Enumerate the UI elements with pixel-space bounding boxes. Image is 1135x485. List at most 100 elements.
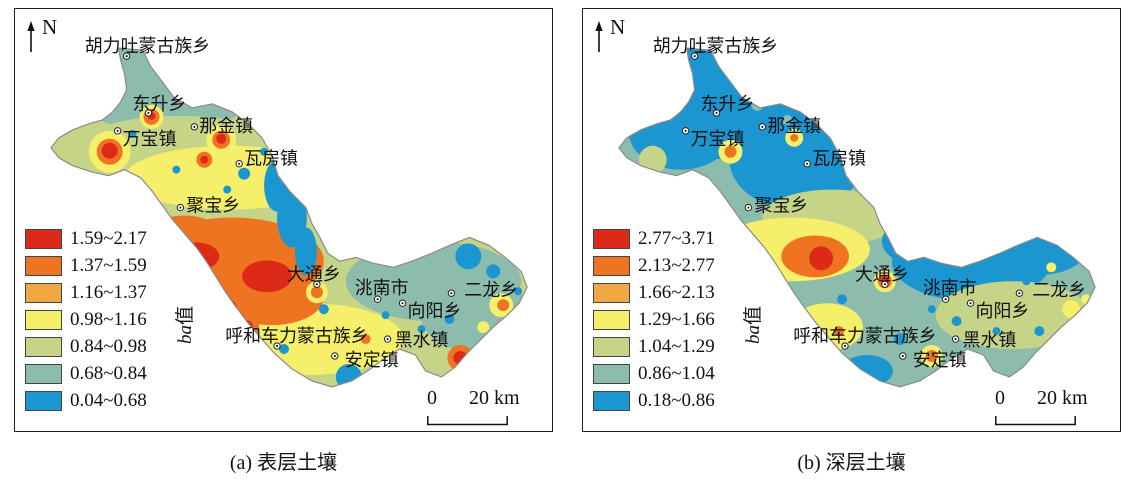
legend-row: 1.16~1.37 — [25, 283, 147, 303]
town-marker-dot — [315, 283, 318, 286]
legend-row: 1.66~2.13 — [593, 283, 715, 303]
legend-range-label: 0.04~0.68 — [70, 390, 147, 411]
legend-range-label: 1.59~2.17 — [70, 228, 147, 249]
town-label: 胡力吐蒙古族乡 — [653, 36, 778, 56]
legend-swatch — [25, 229, 62, 249]
map-panel-surface-soil: 胡力吐蒙古族乡 东升乡 万宝镇 那金镇 瓦房镇 聚宝乡 大通乡 洮南市 二龙乡 向阳乡 呼和车力蒙古… — [14, 8, 553, 432]
town-label: 东升乡 — [701, 94, 755, 114]
town-label: 瓦房镇 — [812, 149, 866, 169]
legend-swatch — [25, 391, 62, 411]
town-label: 黑水镇 — [395, 330, 449, 350]
scalebar-bracket — [995, 416, 1076, 426]
town-label: 那金镇 — [199, 116, 253, 136]
legend-row: 2.77~3.71 — [593, 229, 715, 249]
town-marker-dot — [1018, 292, 1021, 295]
town-label: 安定镇 — [913, 350, 967, 370]
legend-range-label: 1.16~1.37 — [70, 282, 147, 303]
legend-range-label: 1.29~1.66 — [638, 309, 715, 330]
legend-swatch — [593, 337, 630, 357]
town-marker-dot — [238, 162, 241, 165]
town-label: 胡力吐蒙古族乡 — [85, 36, 210, 56]
town-marker-dot — [116, 129, 119, 132]
legend-row: 1.29~1.66 — [593, 310, 715, 330]
town-marker-dot — [843, 344, 847, 348]
town-marker-dot — [333, 354, 336, 358]
legend-range-label: 0.18~0.86 — [638, 390, 715, 411]
legend-swatch — [25, 283, 62, 303]
town-label: 安定镇 — [345, 350, 399, 370]
axis-label-a: ba值 — [170, 291, 196, 359]
legend-range-label: 1.37~1.59 — [70, 255, 147, 276]
town-label: 二龙乡 — [1032, 280, 1086, 300]
town-label: 东升乡 — [133, 94, 187, 114]
legend-swatch — [593, 229, 630, 249]
town-marker-dot — [901, 354, 904, 358]
town-marker-dot — [693, 55, 696, 58]
town-label: 大通乡 — [287, 264, 341, 284]
town-label: 聚宝乡 — [186, 196, 240, 216]
scale-end-label: 20 km — [469, 387, 520, 409]
scalebar-bracket — [427, 416, 508, 426]
town-label: 万宝镇 — [691, 129, 745, 149]
scale-zero-label: 0 — [995, 387, 1005, 409]
legend-row: 1.37~1.59 — [25, 256, 147, 276]
caption-deep-soil: (b) 深层土壤 — [797, 452, 906, 474]
town-marker-dot — [193, 125, 196, 128]
legend-row: 0.04~0.68 — [25, 391, 147, 411]
caption-surface-soil: (a) 表层土壤 — [229, 452, 338, 474]
town-marker-dot — [450, 292, 453, 295]
scalebar-a: 0 20 km — [413, 387, 543, 429]
north-arrow-icon — [27, 21, 35, 52]
legend-swatch — [25, 256, 62, 276]
legend-range-label: 0.84~0.98 — [70, 336, 147, 357]
legend-range-label: 0.86~1.04 — [638, 363, 715, 384]
legend-range-label: 1.66~2.13 — [638, 282, 715, 303]
town-label: 洮南市 — [355, 278, 409, 298]
region-outline — [50, 47, 528, 388]
town-label: 向阳乡 — [408, 301, 462, 321]
north-label: N — [42, 15, 58, 39]
legend-row: 2.13~2.77 — [593, 256, 715, 276]
town-label: 呼和车力蒙古族乡 — [793, 326, 936, 346]
legend-row: 0.98~1.16 — [25, 310, 147, 330]
axis-label-prefix: ba — [175, 325, 196, 345]
axis-label-b: ba值 — [738, 291, 764, 359]
north-arrow-icon — [595, 21, 603, 52]
legend-swatch — [25, 310, 62, 330]
town-marker-dot — [806, 162, 809, 165]
legend-b: 2.77~3.71 2.13~2.77 1.66~2.13 1.29~1.66 1.04… — [593, 229, 715, 411]
town-marker-dot — [386, 337, 389, 341]
legend-row: 1.59~2.17 — [25, 229, 147, 249]
town-marker-dot — [747, 206, 750, 209]
axis-label-suffix: 值 — [743, 306, 764, 326]
legend-range-label: 1.04~1.29 — [638, 336, 715, 357]
legend-range-label: 2.77~3.71 — [638, 228, 715, 249]
town-marker-dot — [969, 302, 972, 305]
town-marker-dot — [684, 129, 687, 132]
legend-row: 0.84~0.98 — [25, 337, 147, 357]
town-marker-dot — [275, 344, 279, 348]
town-marker-dot — [179, 206, 182, 209]
town-marker-dot — [125, 55, 128, 58]
north-indicator-b: N — [593, 17, 625, 53]
legend-swatch — [593, 391, 630, 411]
town-label: 聚宝乡 — [754, 196, 808, 216]
town-marker-dot — [715, 111, 718, 114]
town-label: 向阳乡 — [976, 301, 1030, 321]
map-panel-deep-soil: 胡力吐蒙古族乡 东升乡 万宝镇 那金镇 瓦房镇 聚宝乡 大通乡 洮南市 二龙乡 向阳乡 呼和车力蒙古… — [582, 8, 1121, 432]
town-label: 二龙乡 — [464, 280, 518, 300]
legend-row: 1.04~1.29 — [593, 337, 715, 357]
legend-range-label: 0.68~0.84 — [70, 363, 147, 384]
town-label: 黑水镇 — [963, 330, 1017, 350]
town-label: 大通乡 — [855, 264, 909, 284]
town-label: 那金镇 — [767, 116, 821, 136]
town-marker-dot — [944, 298, 947, 301]
axis-label-suffix: 值 — [175, 306, 196, 326]
town-marker-dot — [376, 298, 379, 301]
legend-row: 0.18~0.86 — [593, 391, 715, 411]
town-marker-dot — [147, 111, 150, 114]
